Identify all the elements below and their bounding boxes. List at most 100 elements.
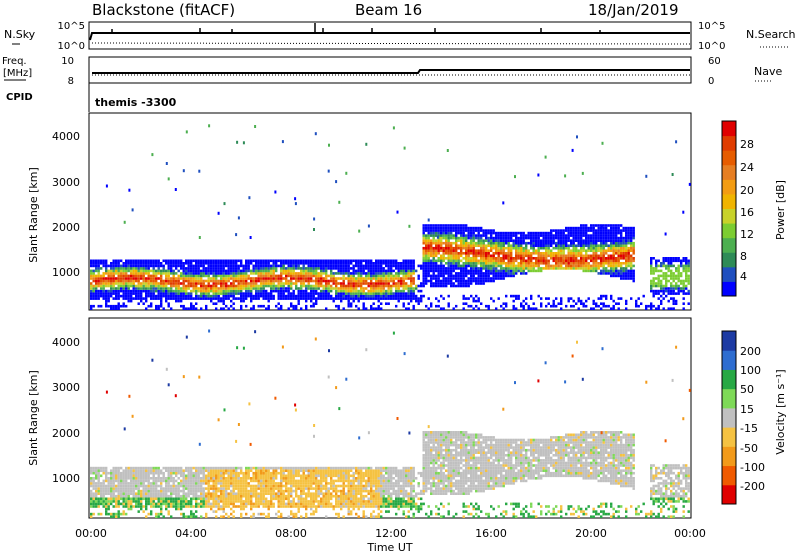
range-gate-cell xyxy=(602,234,605,237)
isolated-echo xyxy=(564,174,567,178)
range-gate-cell xyxy=(212,500,215,503)
range-gate-cell xyxy=(320,292,323,295)
range-gate-cell xyxy=(177,264,180,268)
range-gate-cell xyxy=(430,231,433,235)
range-gate-cell xyxy=(155,492,158,495)
range-gate-cell xyxy=(167,477,170,480)
range-gate-cell xyxy=(432,226,435,230)
range-gate-cell xyxy=(525,267,528,270)
range-gate-cell xyxy=(172,497,175,501)
range-gate-cell xyxy=(515,241,518,245)
range-gate-cell xyxy=(307,269,310,273)
range-gate-cell xyxy=(630,274,633,278)
range-gate-cell xyxy=(542,259,545,263)
range-gate-cell xyxy=(620,234,623,237)
range-gate-cell xyxy=(627,236,630,240)
range-gate-cell xyxy=(202,292,205,295)
range-gate-cell xyxy=(232,497,235,501)
range-gate-cell xyxy=(577,234,580,237)
range-gate-cell xyxy=(152,267,155,270)
range-gate-cell xyxy=(442,284,445,288)
range-gate-cell xyxy=(687,274,690,278)
range-gate-cell xyxy=(657,292,660,295)
range-gate-cell xyxy=(455,264,458,268)
range-gate-cell xyxy=(670,292,673,295)
range-gate-cell xyxy=(685,287,688,290)
range-gate-cell xyxy=(322,277,325,280)
range-gate-cell xyxy=(95,500,98,503)
range-gate-cell xyxy=(195,474,198,478)
range-gate-cell xyxy=(277,279,280,283)
range-gate-cell xyxy=(427,257,430,260)
range-gate-cell xyxy=(505,257,508,260)
range-gate-cell xyxy=(525,234,528,237)
range-gate-cell xyxy=(105,294,108,298)
range-gate-cell xyxy=(232,505,235,508)
range-gate-cell xyxy=(365,277,368,280)
range-gate-cell xyxy=(607,239,610,242)
range-gate-cell xyxy=(160,512,163,516)
range-gate-cell xyxy=(482,259,485,263)
range-gate-cell xyxy=(125,487,128,490)
range-gate-cell xyxy=(247,274,250,278)
range-gate-cell xyxy=(147,477,150,480)
range-gate-cell xyxy=(527,236,530,240)
range-gate-cell xyxy=(122,262,125,265)
range-gate-cell xyxy=(505,252,508,255)
range-gate-cell xyxy=(627,226,630,230)
range-gate-cell xyxy=(480,239,483,242)
range-gate-cell xyxy=(110,292,113,295)
range-gate-cell xyxy=(152,482,155,485)
range-gate-cell xyxy=(135,466,138,470)
range-gate-cell xyxy=(467,241,470,245)
range-gate-cell xyxy=(207,297,210,300)
range-gate-cell xyxy=(685,279,688,283)
range-gate-cell xyxy=(617,236,620,240)
range-gate-cell xyxy=(382,277,385,280)
range-gate-cell xyxy=(232,264,235,268)
range-gate-cell xyxy=(385,259,388,263)
range-gate-cell xyxy=(580,249,583,252)
range-gate-cell xyxy=(605,236,608,240)
range-gate-cell xyxy=(160,304,163,308)
range-gate-cell xyxy=(95,487,98,490)
range-gate-cell xyxy=(557,239,560,242)
range-gate-cell xyxy=(160,494,163,498)
range-gate-cell xyxy=(515,257,518,260)
range-gate-cell xyxy=(240,294,243,298)
range-gate-cell xyxy=(597,249,600,252)
range-gate-cell xyxy=(270,294,273,298)
range-gate-cell xyxy=(172,466,175,470)
range-gate-cell xyxy=(467,257,470,260)
range-gate-cell xyxy=(602,249,605,252)
range-gate-cell xyxy=(545,264,548,268)
range-gate-cell xyxy=(427,279,430,283)
range-gate-cell xyxy=(210,287,213,290)
range-gate-cell xyxy=(145,269,148,273)
range-gate-cell xyxy=(177,505,180,508)
range-gate-cell xyxy=(435,262,438,265)
range-gate-cell xyxy=(107,484,110,488)
range-gate-cell xyxy=(620,254,623,258)
range-gate-cell xyxy=(235,267,238,270)
range-gate-cell xyxy=(427,236,430,240)
range-gate-cell xyxy=(407,307,410,310)
range-gate-cell xyxy=(610,269,613,273)
range-gate-cell xyxy=(97,489,100,493)
range-gate-cell xyxy=(390,274,393,278)
range-gate-cell xyxy=(200,294,203,298)
range-gate-cell xyxy=(165,294,168,298)
range-gate-cell xyxy=(615,267,618,270)
range-gate-cell xyxy=(357,277,360,280)
range-gate-cell xyxy=(157,512,160,516)
range-gate-cell xyxy=(127,507,130,511)
range-gate-cell xyxy=(467,229,470,232)
range-gate-cell xyxy=(165,477,168,480)
range-gate-cell xyxy=(207,277,210,280)
range-gate-cell xyxy=(122,274,125,278)
range-gate-cell xyxy=(182,277,185,280)
range-gate-cell xyxy=(380,277,383,280)
range-gate-cell xyxy=(107,487,110,490)
range-gate-cell xyxy=(625,257,628,260)
range-gate-cell xyxy=(585,241,588,245)
